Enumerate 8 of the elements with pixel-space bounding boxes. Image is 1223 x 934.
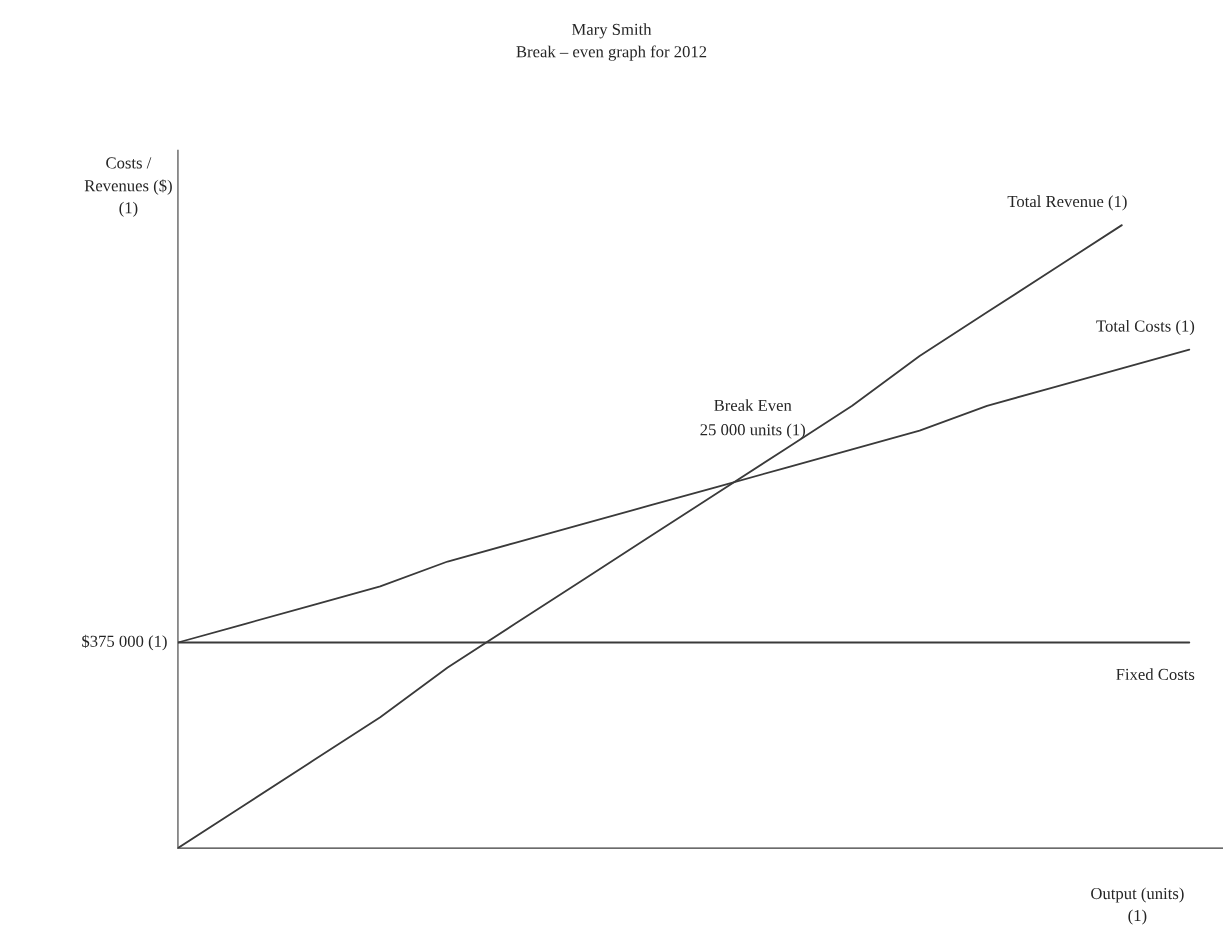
- annotation: Break Even 25 000 units (1): [700, 399, 805, 439]
- series-label: Total Costs (1): [1096, 319, 1195, 336]
- series-label: Total Revenue (1): [1007, 195, 1127, 211]
- y-axis-title: Costs / Revenues ($) (1): [84, 157, 172, 217]
- x-axis-title: Output (units) (1): [1091, 887, 1184, 925]
- chart-title: Mary Smith Break – even graph for 2012: [516, 23, 707, 61]
- text: $375 000 (1): [82, 634, 167, 651]
- series-label: Fixed Costs: [1116, 668, 1195, 681]
